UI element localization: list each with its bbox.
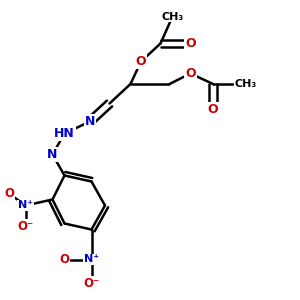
Text: O⁻: O⁻: [83, 277, 100, 290]
Text: HN: HN: [54, 127, 75, 140]
Text: N: N: [47, 148, 58, 161]
Text: O: O: [59, 253, 70, 266]
Text: N: N: [85, 115, 95, 128]
Text: O⁻: O⁻: [17, 220, 34, 233]
Text: O: O: [185, 67, 196, 80]
Text: O: O: [136, 55, 146, 68]
Text: N⁺: N⁺: [18, 200, 33, 211]
Text: O: O: [208, 103, 218, 116]
Text: O: O: [185, 37, 196, 50]
Text: CH₃: CH₃: [161, 11, 184, 22]
Text: N⁺: N⁺: [84, 254, 99, 265]
Text: O: O: [4, 187, 14, 200]
Text: CH₃: CH₃: [235, 79, 257, 89]
